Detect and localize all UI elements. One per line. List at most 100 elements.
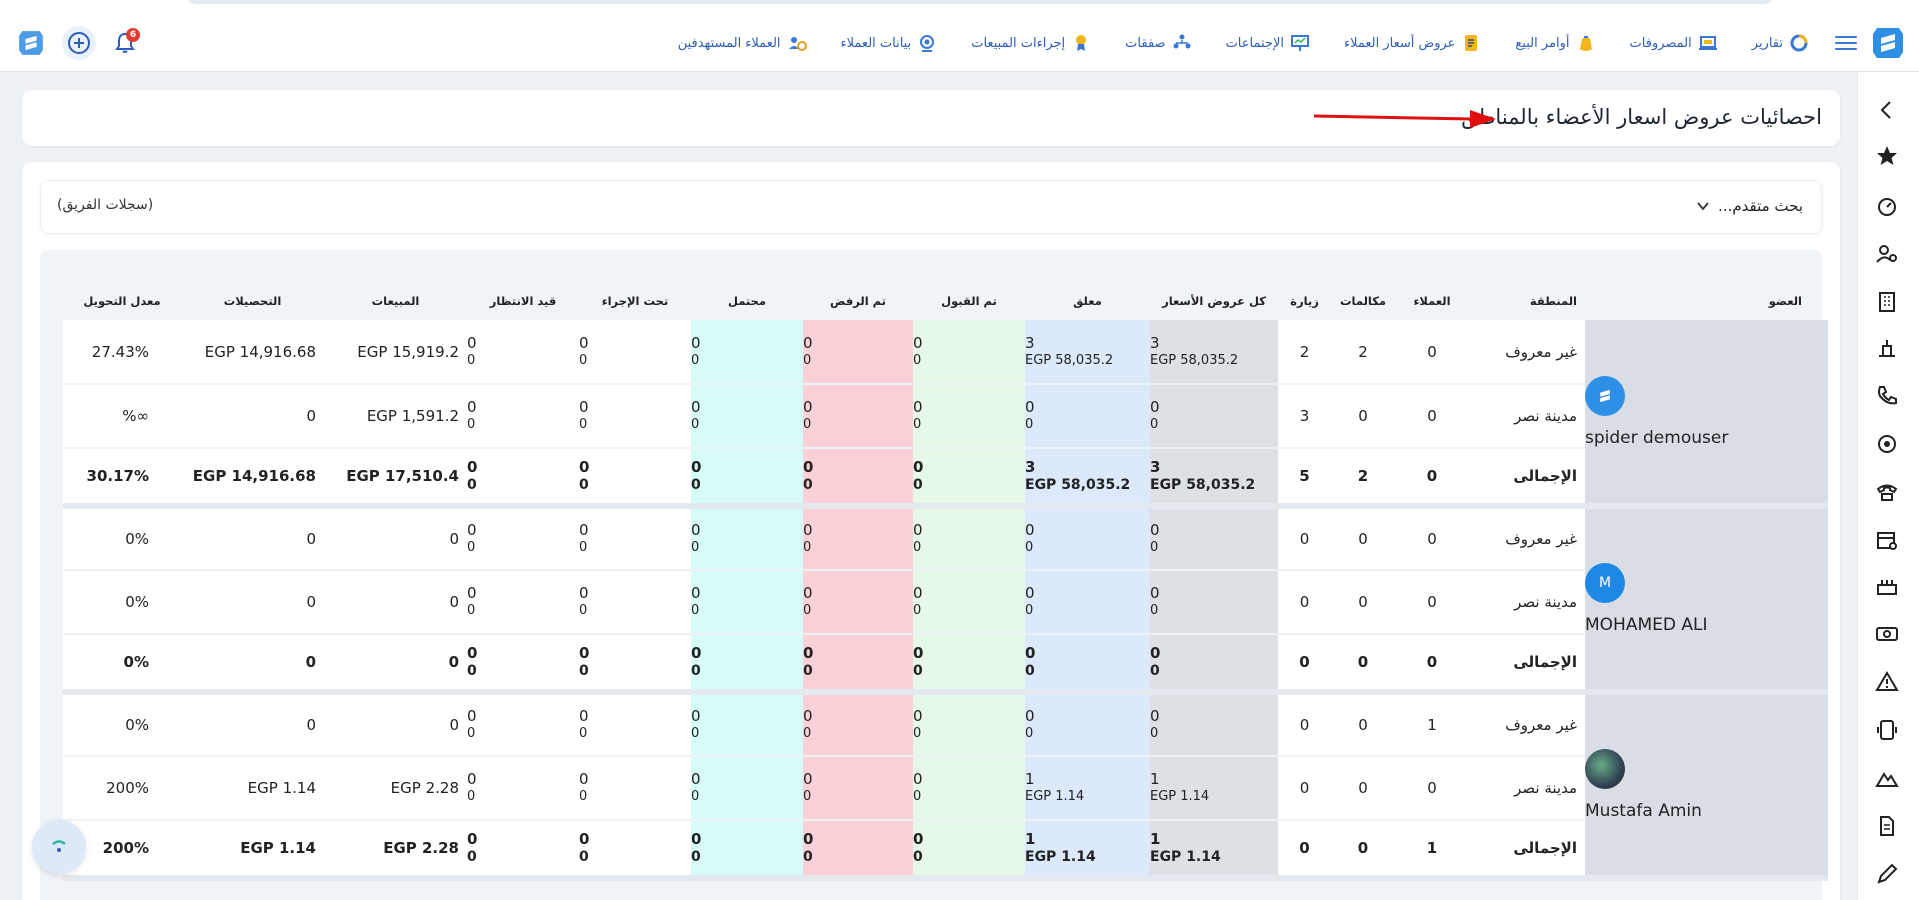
- col-pending[interactable]: معلق: [1073, 294, 1102, 308]
- cell-clients: 0: [1395, 570, 1469, 635]
- col-potential[interactable]: محتمل: [727, 294, 767, 308]
- menu-item-label: المصروفات: [1629, 35, 1692, 51]
- member-cell[interactable]: Mustafa Amin: [1585, 692, 1828, 881]
- cell-visits: 2: [1278, 320, 1331, 385]
- cell-sales: EGP 2.28: [324, 756, 467, 821]
- cell-rejected-amount: 0: [803, 726, 812, 741]
- menu-item-3[interactable]: إجراءات المبيعات: [971, 33, 1091, 53]
- menu-item-8[interactable]: المصروفات: [1630, 33, 1718, 53]
- money-icon[interactable]: [1875, 622, 1899, 646]
- cell-calls: 0: [1331, 570, 1395, 635]
- app-logo-small[interactable]: [14, 26, 48, 60]
- telephone-icon[interactable]: [1875, 480, 1899, 504]
- cell-sales: EGP 1,591.2: [324, 384, 467, 449]
- top-strip: [0, 0, 1919, 14]
- cell-rejected-count: 0: [803, 458, 814, 476]
- device-icon[interactable]: [1875, 718, 1899, 742]
- col-waiting[interactable]: قيد الانتظار: [489, 294, 557, 308]
- cell-conversion: 200%: [63, 756, 181, 821]
- mountain-icon[interactable]: [1875, 766, 1899, 790]
- col-all-quotes[interactable]: كل عروض الأسعار: [1162, 294, 1266, 308]
- col-visits[interactable]: زيارة: [1290, 294, 1319, 308]
- cell-potential-count: 0: [691, 458, 702, 476]
- col-accepted[interactable]: تم القبول: [941, 294, 997, 308]
- building-icon[interactable]: [1875, 290, 1899, 314]
- menu-item-9[interactable]: تقارير: [1752, 33, 1809, 53]
- table-total-row: الإجمالى 0 2 5 3 EGP 58,035.2 3 EGP 58,035.2 0 0 0…: [63, 448, 1828, 509]
- cell-accepted-count: 0: [913, 458, 924, 476]
- menu-item-5[interactable]: الإجتماعات: [1226, 33, 1310, 53]
- collapse-arrow-icon[interactable]: [1875, 98, 1899, 122]
- add-button[interactable]: [62, 26, 96, 60]
- quotes-icon: [1461, 33, 1481, 53]
- col-clients[interactable]: العملاء: [1413, 294, 1451, 308]
- warning-icon[interactable]: [1875, 670, 1899, 694]
- cell-potential-count: 0: [691, 707, 701, 725]
- cell-all-quotes-count: 3: [1150, 458, 1161, 476]
- cell-sales: 0: [324, 506, 467, 571]
- menu-item-label: أوامر البيع: [1515, 35, 1570, 51]
- table-row: مدينة نصر 0 0 3 0 0 0 0 0 0 0 0 0 0 0 0 0 0 EGP 1,591.2 0 %∞: [63, 384, 1828, 449]
- menu-item-2[interactable]: بيانات العملاء: [841, 33, 938, 53]
- star-icon[interactable]: [1875, 144, 1899, 168]
- pen-icon[interactable]: [1875, 862, 1899, 886]
- col-rejected[interactable]: تم الرفض: [830, 294, 886, 308]
- cell-all-quotes-count: 1: [1150, 830, 1161, 848]
- col-sales[interactable]: المبيعات: [371, 294, 420, 308]
- cell-potential-count: 0: [691, 521, 701, 539]
- cell-in-progress-amount: 0: [579, 417, 588, 432]
- cell-calls: 0: [1331, 506, 1395, 571]
- podium-icon[interactable]: [1875, 336, 1899, 360]
- table-total-row: الإجمالى 1 0 0 1 EGP 1.14 1 EGP 1.14 0 0 0 0 0 0 0 0 0 0 E…: [63, 820, 1828, 881]
- menu-item-6[interactable]: عروض أسعار العملاء: [1344, 33, 1481, 53]
- advanced-search-toggle[interactable]: بحث متقدم...: [1696, 197, 1803, 215]
- col-conversion[interactable]: معدل التحويل: [83, 294, 161, 308]
- cell-sales: 0: [324, 692, 467, 757]
- col-in-progress[interactable]: تحت الإجراء: [601, 294, 669, 308]
- cell-waiting-amount: 0: [467, 849, 477, 865]
- menu-item-4[interactable]: صفقات: [1125, 33, 1191, 53]
- cell-visits: 0: [1278, 820, 1331, 881]
- cell-region: مدينة نصر: [1469, 756, 1585, 821]
- chat-support-button[interactable]: [32, 820, 86, 874]
- cell-waiting-count: 0: [467, 707, 477, 725]
- notifications-button[interactable]: 6: [110, 26, 140, 60]
- cell-all-quotes-count: 3: [1150, 333, 1160, 352]
- target-icon[interactable]: [1875, 432, 1899, 456]
- hamburger-menu-icon[interactable]: [1835, 32, 1857, 52]
- menu-item-1[interactable]: العملاء المستهدفين: [678, 33, 807, 53]
- cell-collections: 0: [181, 384, 324, 449]
- calendar-icon[interactable]: [1875, 528, 1899, 552]
- right-sidebar: [1857, 72, 1919, 900]
- phone-icon[interactable]: [1875, 384, 1899, 408]
- app-logo[interactable]: [1869, 24, 1907, 62]
- cell-in-progress-amount: 0: [579, 352, 588, 368]
- document-icon[interactable]: [1875, 814, 1899, 838]
- cell-rejected-count: 0: [803, 521, 813, 539]
- cell-in-progress-count: 0: [579, 707, 589, 725]
- cell-all-quotes: 1 EGP 1.14: [1150, 756, 1278, 821]
- menu-item-7[interactable]: أوامر البيع: [1515, 33, 1595, 53]
- team-records-link[interactable]: (سجلات الفريق): [57, 197, 154, 213]
- cake-icon[interactable]: [1875, 574, 1899, 598]
- table-row: مدينة نصر 0 0 0 1 EGP 1.14 1 EGP 1.14 0 0 0 0 0 0 0 0 0 0…: [63, 756, 1828, 821]
- cell-clients: 0: [1395, 634, 1469, 695]
- col-collections[interactable]: التحصيلات: [223, 294, 282, 308]
- col-member[interactable]: العضو: [1768, 294, 1802, 308]
- member-name: Mustafa Amin: [1585, 801, 1702, 821]
- col-calls[interactable]: مكالمات: [1339, 294, 1387, 308]
- cell-clients: 1: [1395, 692, 1469, 757]
- member-cell[interactable]: spider demouser: [1585, 320, 1828, 509]
- col-region[interactable]: المنطقة: [1529, 294, 1577, 308]
- users-settings-icon[interactable]: [1875, 242, 1899, 266]
- member-cell[interactable]: M MOHAMED ALI: [1585, 506, 1828, 695]
- dashboard-gauge-icon[interactable]: [1875, 194, 1899, 218]
